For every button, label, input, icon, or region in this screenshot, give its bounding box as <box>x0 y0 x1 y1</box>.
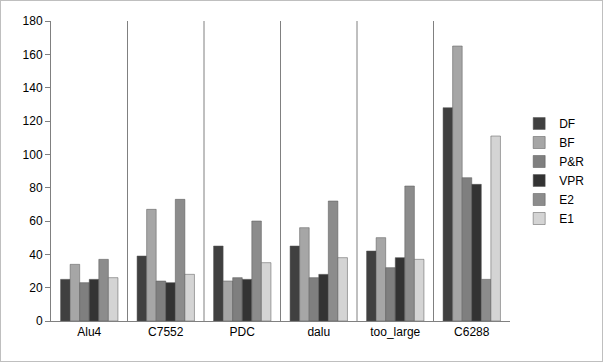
svg-text:E2: E2 <box>559 193 574 207</box>
svg-text:PDC: PDC <box>230 325 256 339</box>
svg-text:140: 140 <box>23 81 43 95</box>
svg-text:too_large: too_large <box>370 325 420 339</box>
svg-text:40: 40 <box>29 248 43 262</box>
svg-text:Alu4: Alu4 <box>77 325 101 339</box>
svg-text:dalu: dalu <box>307 325 330 339</box>
svg-text:DF: DF <box>559 117 575 131</box>
svg-text:C7552: C7552 <box>148 325 184 339</box>
svg-text:100: 100 <box>23 148 43 162</box>
svg-text:160: 160 <box>23 48 43 62</box>
svg-text:E1: E1 <box>559 212 574 226</box>
svg-text:0: 0 <box>36 314 43 328</box>
svg-text:180: 180 <box>23 14 43 28</box>
svg-text:60: 60 <box>29 214 43 228</box>
svg-text:120: 120 <box>23 114 43 128</box>
svg-text:20: 20 <box>29 281 43 295</box>
svg-text:80: 80 <box>29 181 43 195</box>
svg-text:P&R: P&R <box>559 155 584 169</box>
svg-text:BF: BF <box>559 136 574 150</box>
svg-text:C6288: C6288 <box>454 325 490 339</box>
svg-text:VPR: VPR <box>559 174 584 188</box>
